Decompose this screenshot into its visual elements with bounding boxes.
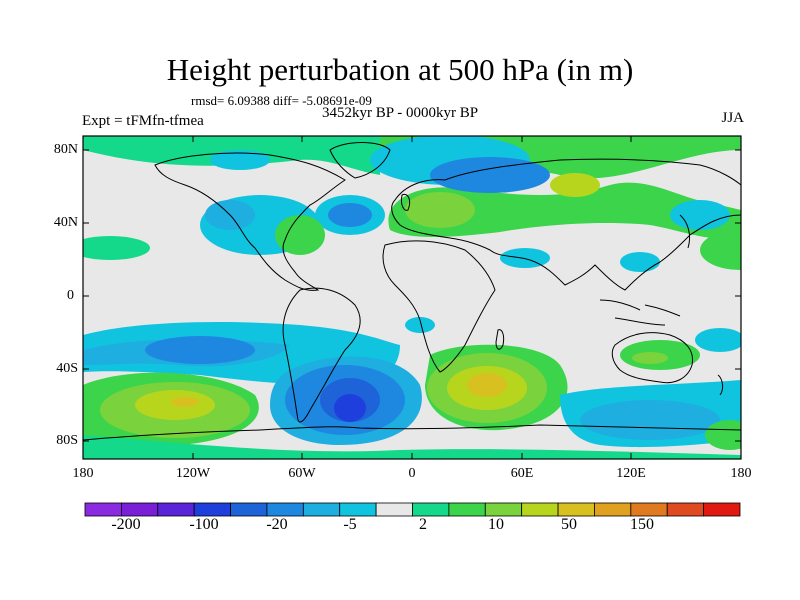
colorbar-box <box>193 502 231 517</box>
colorbar-box <box>594 502 632 517</box>
lon-label: 180 <box>730 466 752 481</box>
rmsd-diff-stats: rmsd= 6.09388 diff= -5.08691e-09 <box>191 93 372 108</box>
colorbar-box <box>120 502 159 517</box>
colorbar-box <box>339 502 377 517</box>
colorbar-box <box>448 502 486 517</box>
colorbar-box <box>557 502 595 517</box>
lat-label: 80S <box>56 433 78 448</box>
lon-label: 60W <box>288 466 316 481</box>
colorbar-box <box>703 502 741 517</box>
lon-label: 0 <box>408 466 416 481</box>
colorbar-label: -100 <box>189 516 219 533</box>
lat-label: 40S <box>56 361 78 376</box>
colorbar-box <box>666 502 705 517</box>
coastlines <box>83 142 741 441</box>
colorbar-label: 2 <box>419 516 427 533</box>
colorbar-box <box>630 502 668 517</box>
season-label: JJA <box>721 110 744 126</box>
period-label: 3452kyr BP - 0000kyr BP <box>322 105 479 121</box>
lat-label: 0 <box>67 288 74 303</box>
colorbar-label: 150 <box>630 516 654 533</box>
colorbar-box <box>375 502 413 517</box>
colorbar-label: 10 <box>488 516 504 533</box>
colorbar-label: -200 <box>111 516 141 533</box>
lon-label: 180 <box>72 466 94 481</box>
lat-label: 40N <box>53 215 78 230</box>
colorbar-box <box>157 502 195 517</box>
colorbar-label: -5 <box>343 516 357 533</box>
colorbar-box <box>412 502 450 517</box>
colorbar-box <box>230 502 268 517</box>
colorbar-box <box>484 502 523 517</box>
lon-label: 120E <box>616 466 646 481</box>
colorbar-box <box>266 502 304 517</box>
colorbar-boxes <box>84 502 741 517</box>
colorbar-box <box>521 502 559 517</box>
lon-label: 60E <box>510 466 534 481</box>
experiment-label: Expt = tFMfn-tfmea <box>82 113 204 129</box>
colorbar-box <box>84 502 122 517</box>
colorbar-label: 50 <box>561 516 577 533</box>
colorbar-label: -20 <box>266 516 288 533</box>
contour-fields <box>83 136 741 459</box>
map-title: Height perturbation at 500 hPa (in m) <box>166 52 634 87</box>
lat-label: 80N <box>53 142 78 157</box>
axis-ticks <box>83 136 741 459</box>
lon-label: 120W <box>175 466 211 481</box>
colorbar-box <box>302 502 341 517</box>
